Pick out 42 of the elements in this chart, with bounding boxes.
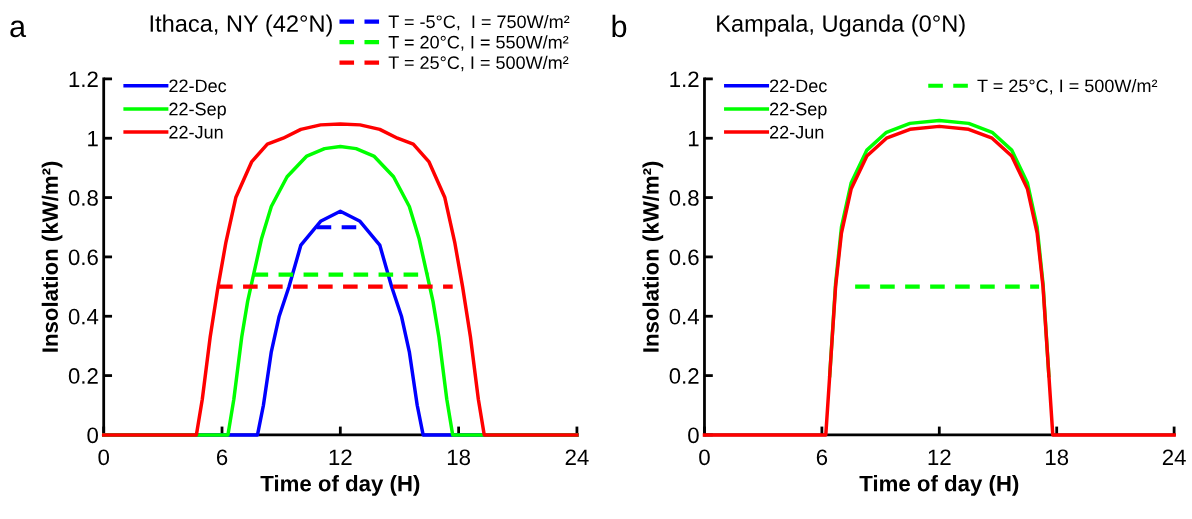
y-axis-title: Insolation (kW/m²) bbox=[41, 161, 63, 352]
legend-label: 22-Dec bbox=[770, 79, 827, 93]
legend-label: 22-Dec bbox=[169, 79, 227, 93]
x-axis-title: Time of day (H) bbox=[260, 475, 420, 496]
y-tick-label: 0.8 bbox=[68, 190, 98, 206]
chart-title: Kampala, Uganda (0°N) bbox=[717, 14, 965, 37]
legend-label: 22-Sep bbox=[169, 102, 226, 119]
y-tick-label: 0.2 bbox=[669, 368, 699, 384]
x-tick-label: 18 bbox=[1046, 449, 1069, 466]
y-axis-title: Insolation (kW/m²) bbox=[642, 161, 664, 352]
y-tick-label: 0.6 bbox=[68, 249, 98, 266]
x-tick-label: 24 bbox=[1162, 449, 1186, 465]
x-tick-label: 18 bbox=[447, 449, 471, 466]
legend-label: T = 20°C, I = 550W/m² bbox=[388, 35, 569, 51]
text: a bbox=[10, 20, 27, 38]
legend-label: T = -5°C, I = 750W/m² bbox=[388, 14, 570, 31]
legend-label: 22-Jun bbox=[169, 125, 223, 139]
y-tick-label: 0 bbox=[87, 427, 98, 444]
x-axis-title: Time of day (H) bbox=[859, 475, 1019, 496]
y-tick-label: 1 bbox=[88, 130, 98, 147]
legend-label: T = 25°C, I = 500W/m² bbox=[388, 55, 569, 72]
y-tick-label: 0.2 bbox=[68, 368, 98, 384]
legend-label: T = 25°C, I = 500W/m² bbox=[977, 78, 1158, 95]
x-tick-label: 0 bbox=[699, 449, 710, 466]
y-tick-label: 1.2 bbox=[670, 71, 699, 87]
chart-title: Ithaca, NY (42°N) bbox=[150, 14, 332, 37]
y-tick-label: 0.6 bbox=[669, 249, 699, 266]
x-tick-label: 6 bbox=[216, 449, 228, 466]
legend-label: 22-Jun bbox=[770, 125, 824, 139]
y-tick-label: 0.4 bbox=[68, 308, 99, 325]
x-tick-label: 0 bbox=[98, 449, 110, 466]
text: b bbox=[612, 14, 627, 38]
y-tick-label: 0 bbox=[688, 427, 699, 444]
y-tick-label: 1.2 bbox=[69, 71, 98, 87]
y-tick-label: 0.8 bbox=[669, 190, 699, 206]
x-tick-label: 24 bbox=[565, 449, 589, 465]
x-tick-label: 12 bbox=[329, 449, 352, 465]
y-tick-label: 0.4 bbox=[669, 308, 699, 325]
y-tick-label: 1 bbox=[688, 130, 699, 147]
legend-label: 22-Sep bbox=[770, 102, 827, 119]
x-tick-label: 6 bbox=[816, 449, 828, 466]
x-tick-label: 12 bbox=[928, 449, 951, 465]
